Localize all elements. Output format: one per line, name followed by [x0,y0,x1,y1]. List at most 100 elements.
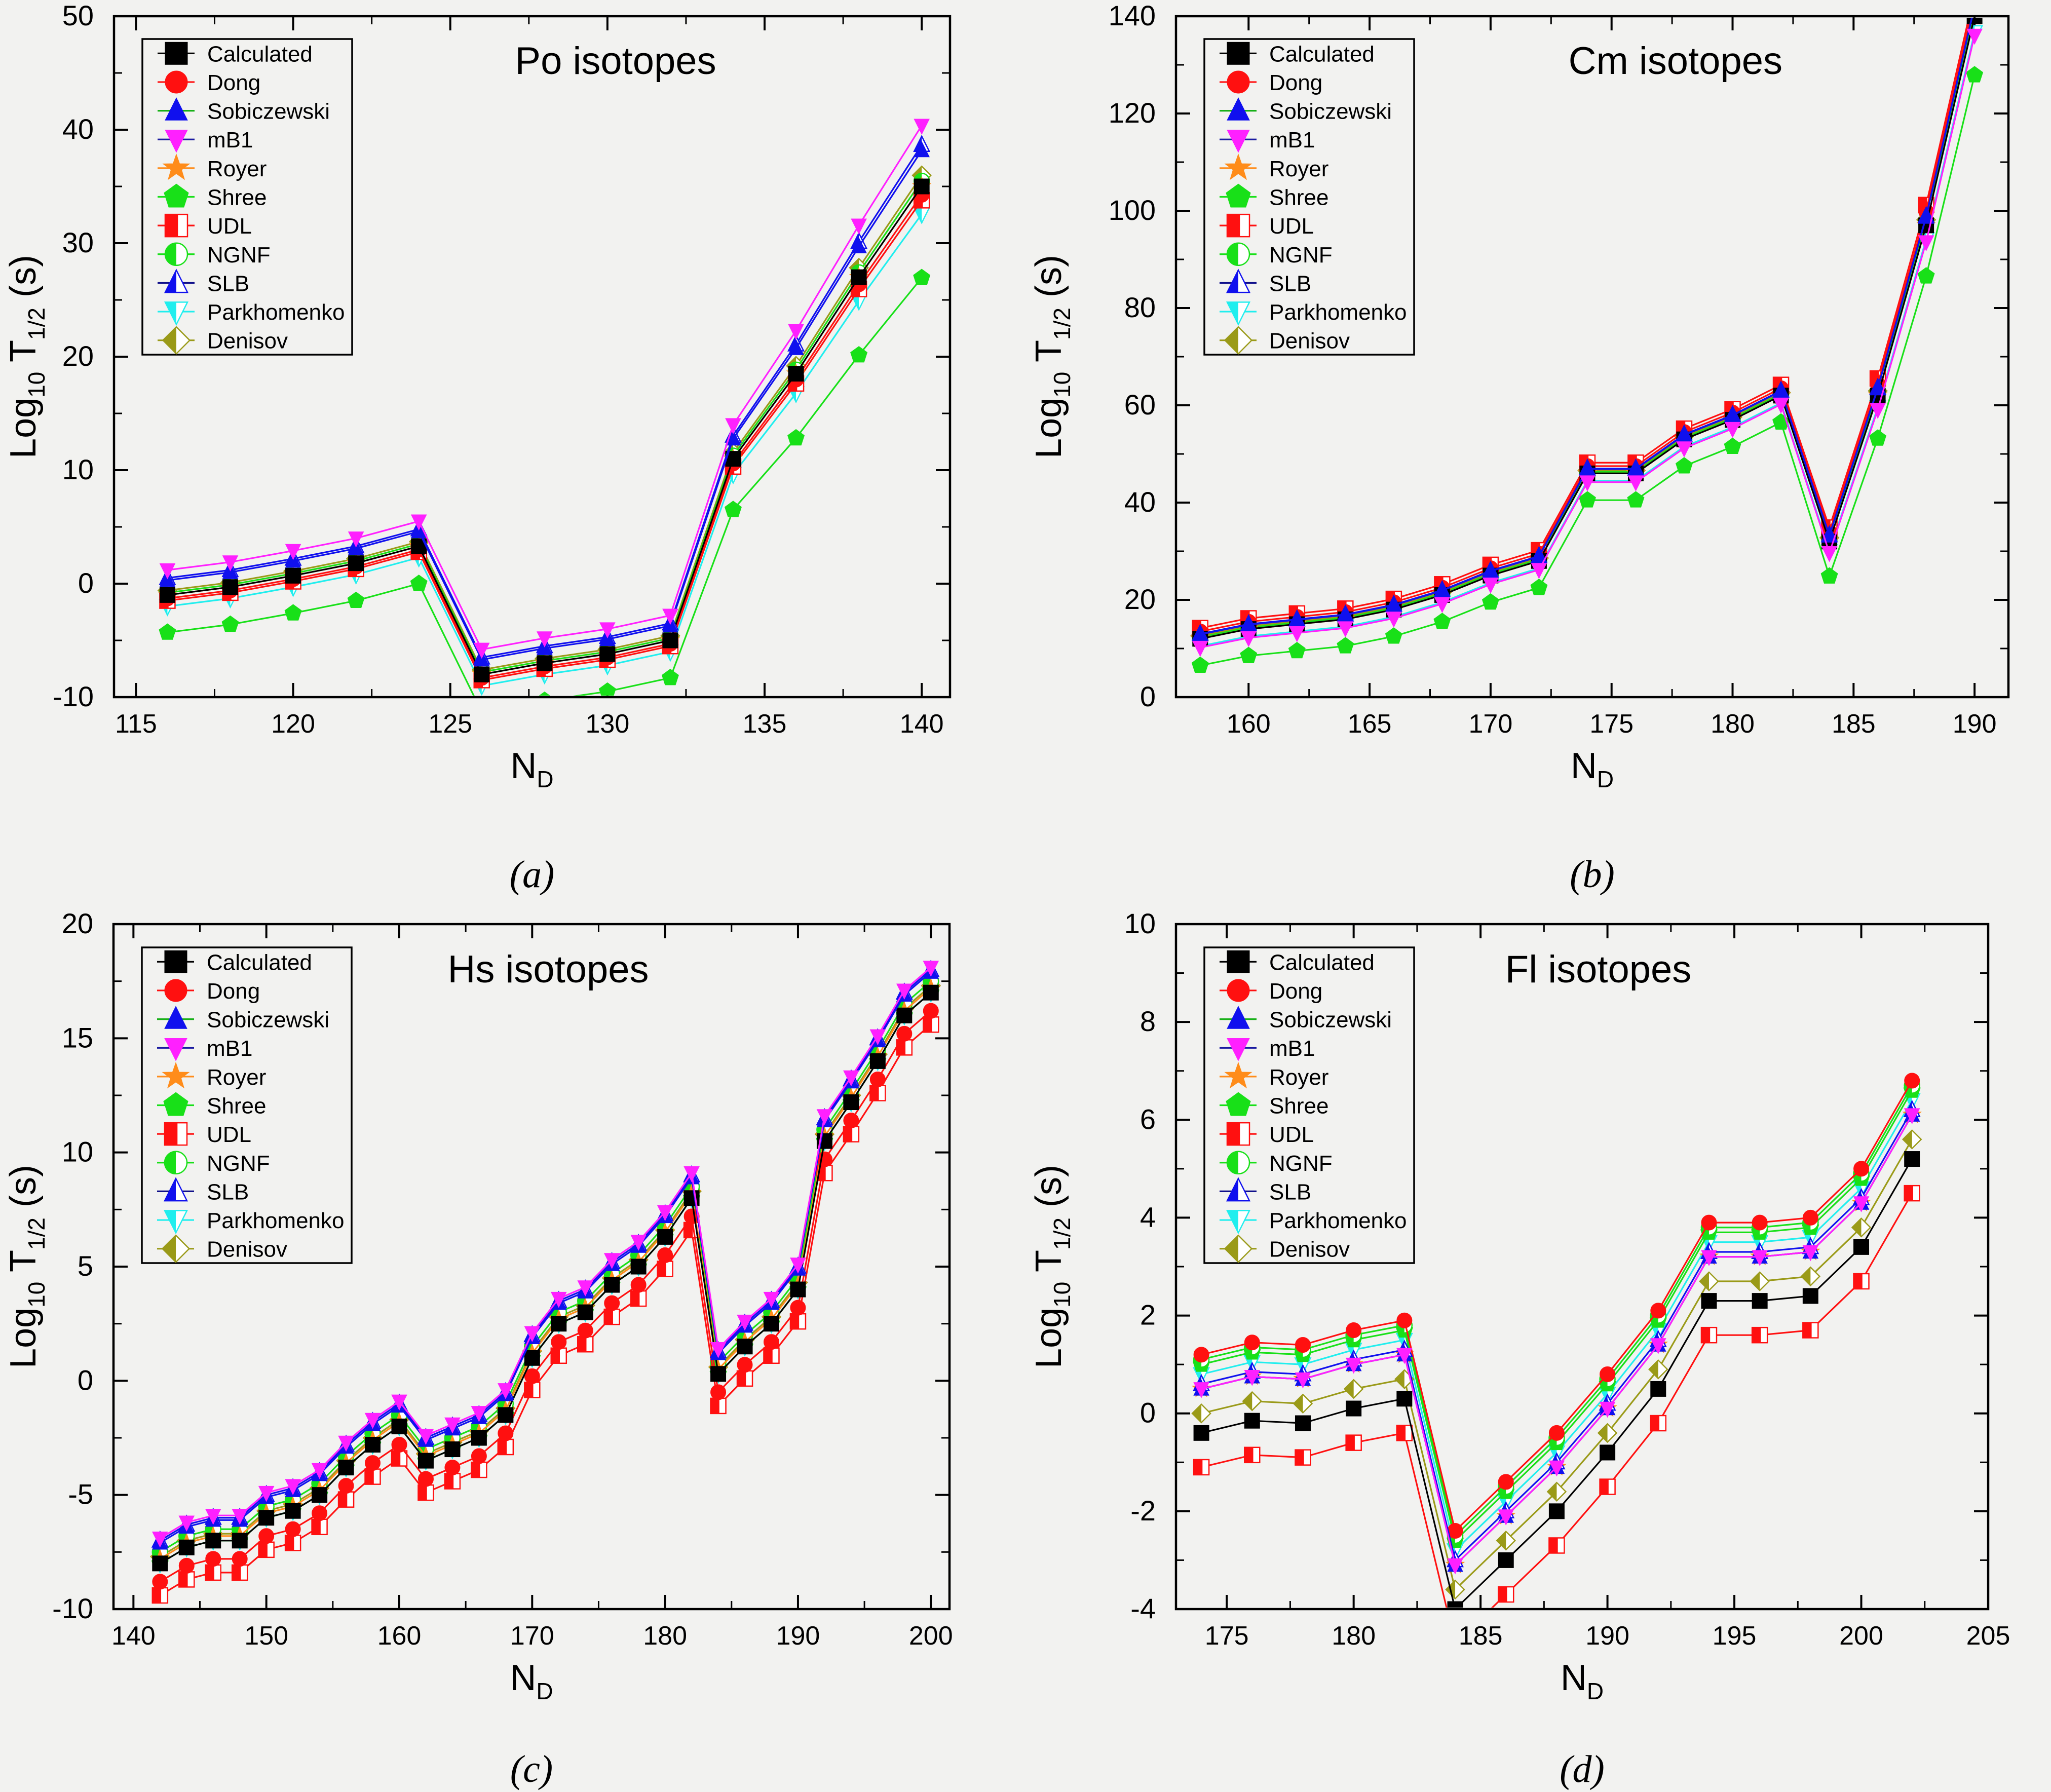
svg-text:Log10 T1/2 (s): Log10 T1/2 (s) [1029,255,1075,459]
svg-text:UDL: UDL [1269,1122,1314,1147]
svg-text:0: 0 [78,1364,93,1396]
svg-text:180: 180 [1332,1621,1376,1651]
svg-text:Hs isotopes: Hs isotopes [447,948,649,991]
svg-text:Parkhomenko: Parkhomenko [1269,1208,1407,1233]
svg-text:6: 6 [1140,1103,1156,1135]
svg-text:NGNF: NGNF [1269,243,1333,268]
svg-text:(b): (b) [1570,853,1615,896]
svg-text:UDL: UDL [207,214,252,239]
svg-text:ND: ND [510,1658,553,1704]
svg-text:190: 190 [1585,1621,1629,1651]
svg-text:190: 190 [1953,709,1997,739]
svg-text:Denisov: Denisov [207,1237,287,1262]
svg-text:SLB: SLB [207,271,249,296]
svg-text:2: 2 [1140,1299,1156,1331]
svg-text:Sobiczewski: Sobiczewski [207,99,330,124]
svg-text:190: 190 [776,1621,820,1651]
svg-text:Dong: Dong [1269,979,1322,1004]
svg-text:Calculated: Calculated [207,950,312,975]
svg-text:Parkhomenko: Parkhomenko [207,1208,344,1233]
svg-text:Log10 T1/2 (s): Log10 T1/2 (s) [3,1165,50,1368]
svg-text:Royer: Royer [1269,157,1328,181]
svg-text:10: 10 [62,453,94,485]
svg-text:Shree: Shree [207,185,267,210]
svg-text:Dong: Dong [1269,70,1322,95]
svg-text:200: 200 [909,1621,953,1651]
svg-text:4: 4 [1140,1201,1156,1233]
svg-text:185: 185 [1832,709,1876,739]
svg-text:-10: -10 [53,680,94,712]
svg-text:Fl isotopes: Fl isotopes [1505,948,1692,991]
svg-text:(d): (d) [1560,1748,1605,1790]
svg-text:195: 195 [1713,1621,1757,1651]
svg-text:Shree: Shree [1269,1094,1328,1119]
svg-text:5: 5 [78,1250,93,1282]
svg-text:180: 180 [1711,709,1755,739]
svg-text:ND: ND [1561,1658,1604,1704]
svg-text:-4: -4 [1130,1592,1156,1624]
svg-text:Parkhomenko: Parkhomenko [1269,300,1407,325]
svg-text:0: 0 [1140,680,1156,712]
svg-text:Royer: Royer [1269,1065,1328,1090]
svg-text:185: 185 [1459,1621,1503,1651]
svg-text:160: 160 [1227,709,1271,739]
svg-text:Shree: Shree [1269,185,1328,210]
svg-text:140: 140 [1109,0,1156,31]
svg-text:Denisov: Denisov [1269,1237,1350,1262]
svg-text:140: 140 [900,709,944,739]
svg-text:205: 205 [1966,1621,2010,1651]
svg-text:SLB: SLB [1269,1179,1311,1204]
svg-text:80: 80 [1124,291,1156,323]
svg-text:20: 20 [62,340,94,372]
svg-text:NGNF: NGNF [207,1151,270,1176]
svg-text:mB1: mB1 [207,1036,252,1061]
svg-text:170: 170 [1469,709,1513,739]
svg-text:mB1: mB1 [1269,1036,1315,1061]
svg-text:0: 0 [1140,1397,1156,1429]
svg-text:170: 170 [510,1621,554,1651]
svg-text:8: 8 [1140,1005,1156,1037]
svg-text:10: 10 [1124,907,1156,939]
svg-text:120: 120 [1109,97,1156,129]
svg-text:mB1: mB1 [1269,128,1315,152]
svg-text:(a): (a) [510,853,555,896]
svg-text:40: 40 [1124,486,1156,518]
svg-text:30: 30 [62,226,94,258]
svg-text:Shree: Shree [207,1094,266,1119]
svg-text:180: 180 [643,1621,687,1651]
svg-text:130: 130 [585,709,629,739]
svg-text:ND: ND [510,746,553,792]
svg-text:160: 160 [377,1621,422,1651]
svg-text:NGNF: NGNF [1269,1151,1333,1176]
svg-text:-10: -10 [52,1592,93,1624]
svg-text:60: 60 [1124,389,1156,421]
svg-text:Dong: Dong [207,70,260,95]
svg-text:mB1: mB1 [207,128,253,152]
svg-text:UDL: UDL [1269,214,1314,239]
svg-text:Calculated: Calculated [1269,950,1375,975]
svg-text:Parkhomenko: Parkhomenko [207,300,345,325]
svg-text:Denisov: Denisov [207,329,288,354]
svg-text:20: 20 [1124,583,1156,615]
svg-text:Sobiczewski: Sobiczewski [207,1008,329,1033]
svg-text:40: 40 [62,113,94,145]
svg-text:Log10 T1/2 (s): Log10 T1/2 (s) [3,255,50,459]
svg-text:100: 100 [1109,194,1156,226]
svg-text:50: 50 [62,0,94,31]
svg-text:135: 135 [743,709,787,739]
svg-text:120: 120 [271,709,315,739]
svg-text:ND: ND [1571,746,1614,792]
svg-text:Calculated: Calculated [207,42,313,66]
svg-text:-5: -5 [68,1478,93,1510]
svg-text:Royer: Royer [207,157,267,181]
svg-text:Log10 T1/2 (s): Log10 T1/2 (s) [1029,1165,1075,1368]
svg-text:Denisov: Denisov [1269,329,1350,354]
svg-text:Sobiczewski: Sobiczewski [1269,1008,1392,1033]
svg-text:Cm isotopes: Cm isotopes [1569,40,1782,83]
svg-text:15: 15 [62,1021,93,1053]
svg-text:UDL: UDL [207,1122,251,1147]
svg-text:150: 150 [244,1621,288,1651]
svg-text:20: 20 [62,907,93,939]
svg-text:SLB: SLB [1269,271,1311,296]
svg-text:125: 125 [428,709,472,739]
